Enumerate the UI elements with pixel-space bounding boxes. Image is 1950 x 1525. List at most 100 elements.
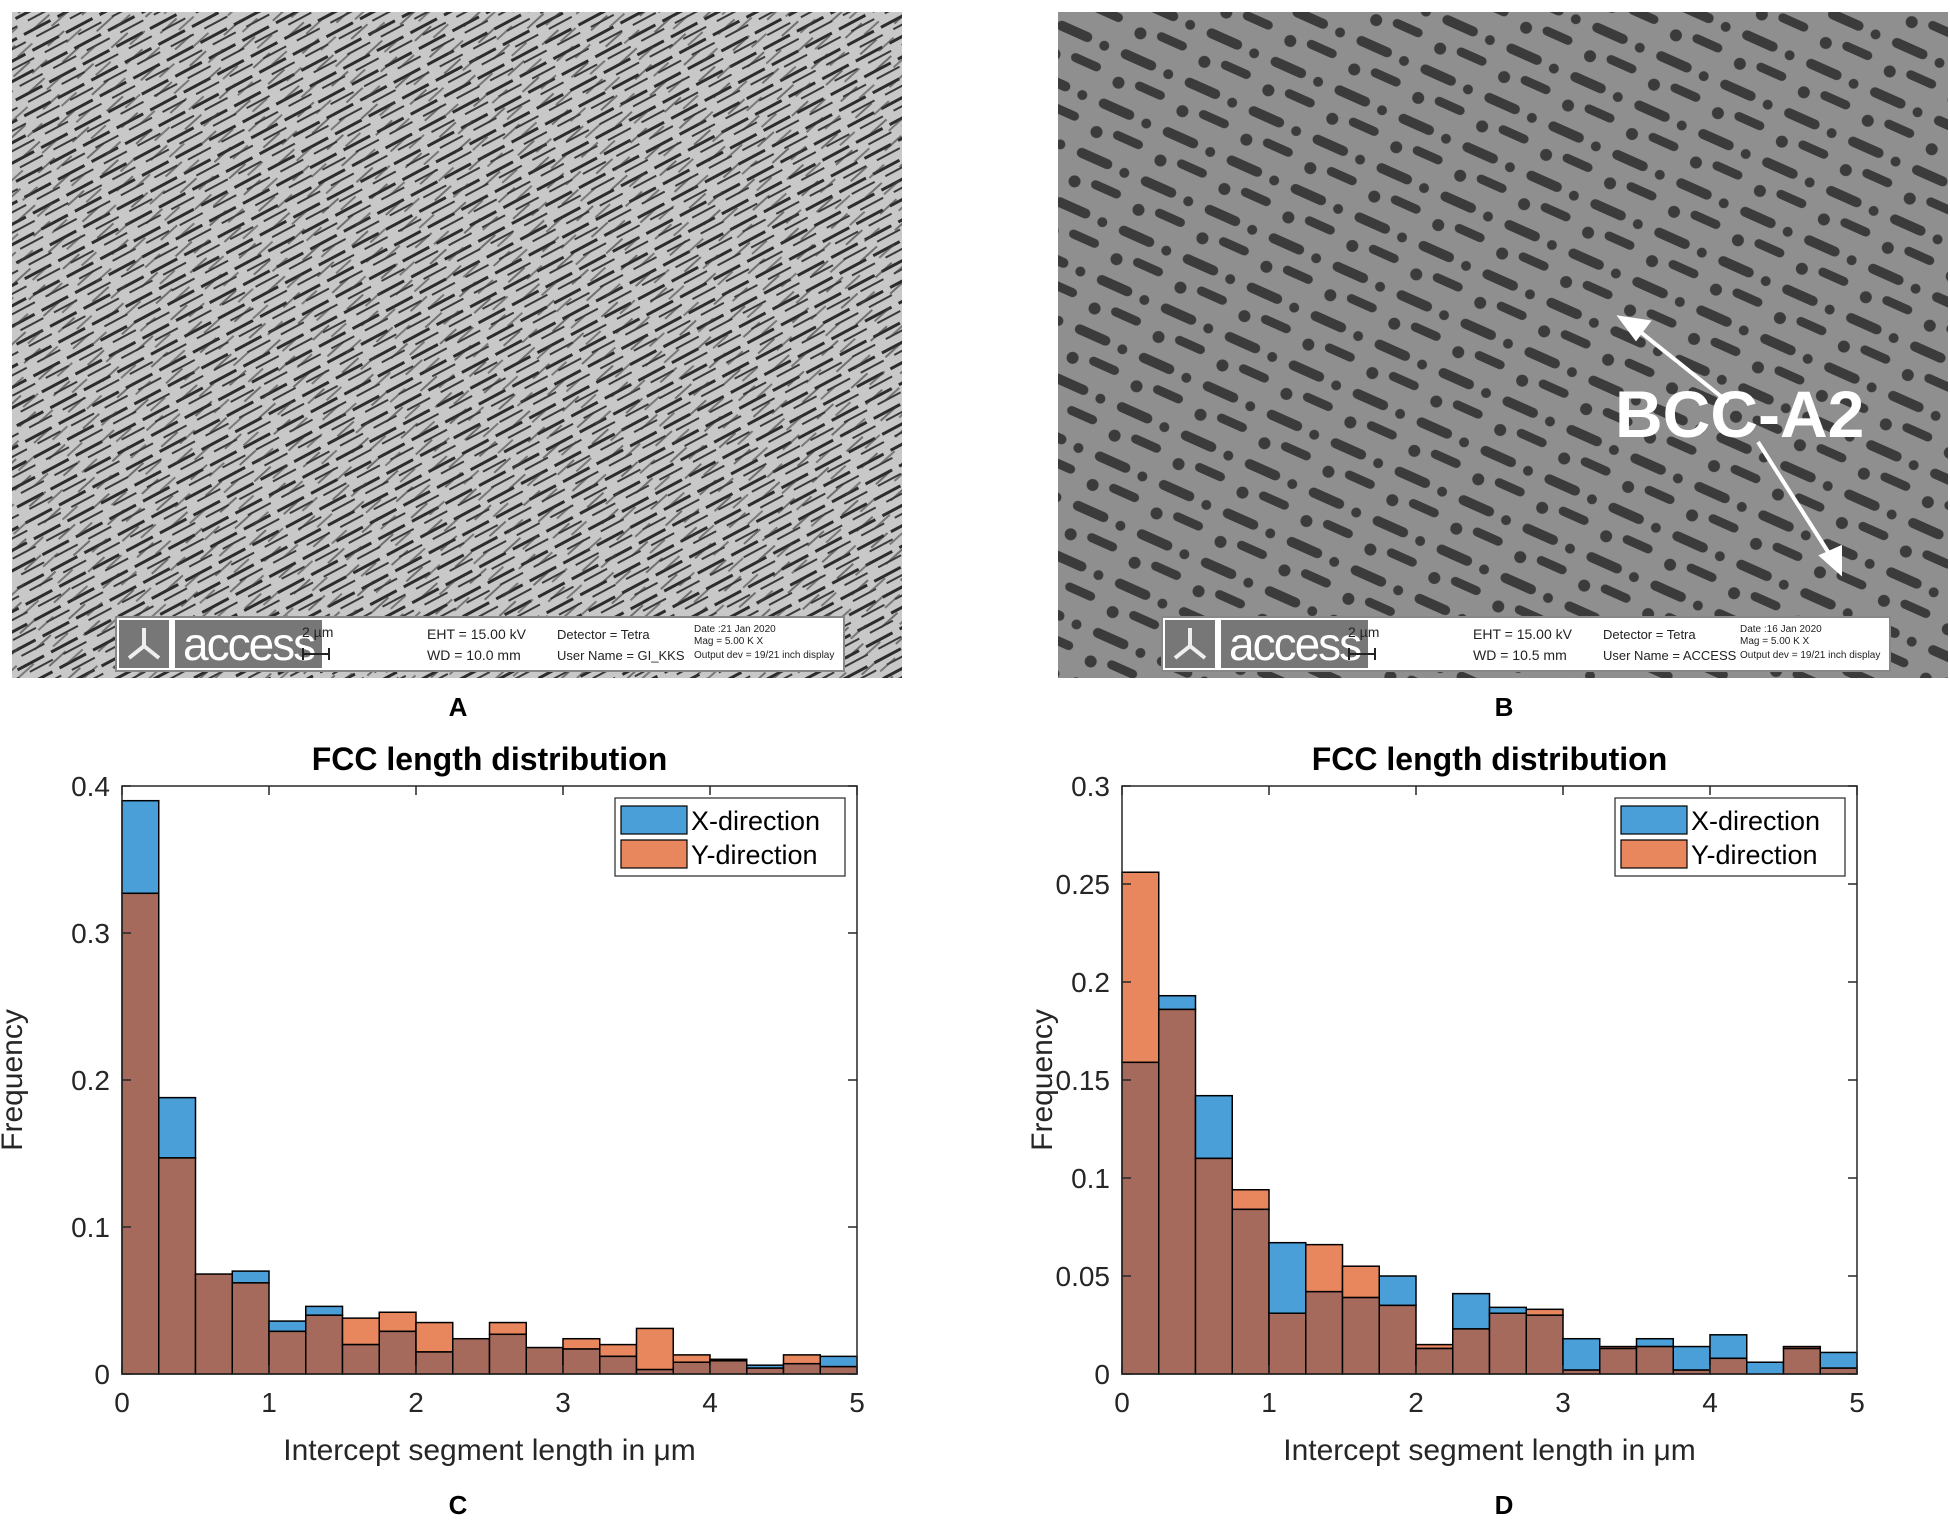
bar-x-bin-3 [231,1270,270,1284]
detector-text: Detector = Tetra [557,627,650,642]
bar-overlap-bin-11 [525,1346,564,1375]
legend-swatch-y [620,839,688,869]
panel-label-a: A [448,692,468,722]
x-tick-label: 4 [702,1387,718,1418]
y-tick-label: 0.05 [1056,1261,1111,1292]
date-text: Date :16 Jan 2020 [1740,624,1822,635]
bar-overlap-bin-5 [305,1314,344,1375]
bar-x-bin-9 [1452,1292,1491,1330]
bar-y-bin-6 [1341,1265,1380,1299]
bar-overlap-bin-2 [194,1273,233,1375]
bar-overlap-bin-6 [1341,1296,1380,1375]
y-axis-label: Frequency [1026,1009,1059,1151]
legend-label-y: Y-direction [1691,840,1818,870]
x-tick-label: 3 [555,1387,571,1418]
bar-overlap-bin-4 [268,1330,307,1375]
user-text: User Name = ACCESS [1603,648,1737,663]
y-tick-label: 0.1 [1071,1163,1110,1194]
output-text: Output dev = 19/21 inch display [694,650,835,661]
legend-swatch-y [1620,839,1688,869]
date-text: Date :21 Jan 2020 [694,624,776,635]
bar-overlap-bin-15 [672,1361,711,1375]
bar-overlap-bin-14 [1635,1345,1674,1375]
panel-label-c: C [448,1490,468,1520]
brand-text: access [175,620,323,668]
bar-overlap-bin-9 [452,1337,491,1375]
eht-text: EHT = 15.00 kV [427,626,526,642]
bar-overlap-bin-10 [488,1333,527,1375]
bar-y-bin-6 [341,1317,380,1346]
x-tick-label: 5 [1849,1387,1865,1418]
bar-x-bin-4 [1268,1241,1307,1314]
bar-overlap-bin-3 [231,1282,270,1375]
y-tick-label: 0.3 [71,918,110,949]
bar-x-bin-5 [305,1305,344,1316]
bar-overlap-bin-19 [819,1365,858,1375]
x-tick-label: 4 [1702,1387,1718,1418]
histogram-d-svg: 0 1 2 3 4 5 0 0.05 0.1 0.15 0.2 0.25 0.3 FCC length d… [1026,741,1865,1467]
y-tick-label: 0 [94,1359,110,1390]
mag-text: Mag = 5.00 K X [694,636,764,647]
x-axis-label: Intercept segment length in μm [1283,1434,1696,1467]
bar-overlap-bin-9 [1452,1328,1491,1375]
bar-y-bin-13 [599,1343,638,1358]
x-tick-label: 3 [1555,1387,1571,1418]
legend: X-direction Y-direction [1614,797,1846,877]
eht-text: EHT = 15.00 kV [1473,626,1572,642]
bar-overlap-bin-1 [1158,1008,1197,1375]
access-logo-icon [1165,620,1215,668]
histogram-c: 0 1 2 3 4 5 0 0.1 0.2 0.3 0.4 FCC length distributi… [0,730,950,1480]
bar-y-bin-14 [635,1327,674,1371]
brand-text: access [1221,620,1369,668]
bar-y-bin-3 [1231,1189,1270,1211]
sem-databar-a: access 2 µm EHT = 15.00 kV WD = 10.0 mm … [115,616,845,672]
bar-overlap-bin-19 [1819,1367,1858,1375]
bar-overlap-bin-17 [746,1367,785,1375]
bar-y-bin-10 [488,1321,527,1336]
bar-overlap-bin-0 [1121,1061,1160,1375]
legend-swatch-x [620,805,688,835]
bar-x-bin-10 [1488,1306,1527,1314]
bar-overlap-bin-12 [562,1348,601,1375]
x-axis-label: Intercept segment length in μm [283,1434,696,1467]
bar-x-bin-19 [819,1355,858,1368]
output-text: Output dev = 19/21 inch display [1740,650,1881,661]
bar-overlap-bin-2 [1194,1157,1233,1375]
panel-label-b: B [1494,692,1514,722]
bar-x-bin-19 [1819,1351,1858,1369]
access-logo-icon [119,620,169,668]
bar-x-bin-0 [121,799,160,895]
y-tick-label: 0.2 [1071,967,1110,998]
y-tick-label: 0.1 [71,1212,110,1243]
x-tick-label: 5 [849,1387,865,1418]
bar-overlap-bin-18 [782,1362,821,1375]
bar-overlap-bin-5 [1305,1290,1344,1375]
bar-x-bin-14 [1635,1337,1674,1348]
bar-x-bin-1 [1158,994,1197,1011]
y-tick-label: 0 [1094,1359,1110,1390]
bar-y-bin-18 [782,1354,821,1365]
user-text: User Name = GI_KKS [557,648,685,663]
chart-title: FCC length distribution [1312,741,1668,777]
y-tick-label: 0.4 [71,771,110,802]
bar-x-bin-16 [1709,1334,1748,1360]
scale-label: 2 µm [1348,624,1380,640]
bar-overlap-bin-16 [709,1360,748,1375]
bar-overlap-bin-13 [1599,1347,1638,1375]
legend-label-x: X-direction [691,806,820,836]
bar-overlap-bin-8 [415,1351,454,1375]
wd-text: WD = 10.5 mm [1473,647,1567,663]
lamellar-microstructure-a [12,12,902,678]
histogram-c-svg: 0 1 2 3 4 5 0 0.1 0.2 0.3 0.4 FCC length distributi… [0,741,865,1467]
y-axis-label: Frequency [0,1009,29,1151]
y-tick-label: 0.15 [1056,1065,1111,1096]
bar-x-bin-4 [268,1320,307,1333]
chart-title: FCC length distribution [312,741,668,777]
sem-image-b: access 2 µm EHT = 15.00 kV WD = 10.5 mm … [1058,12,1948,678]
legend-label-x: X-direction [1691,806,1820,836]
bar-y-bin-8 [415,1321,454,1353]
x-tick-label: 0 [1114,1387,1130,1418]
y-tick-label: 0.2 [71,1065,110,1096]
histogram-d: 0 1 2 3 4 5 0 0.05 0.1 0.15 0.2 0.25 0.3 FCC length d… [1000,730,1950,1480]
bar-y-bin-12 [562,1337,601,1350]
